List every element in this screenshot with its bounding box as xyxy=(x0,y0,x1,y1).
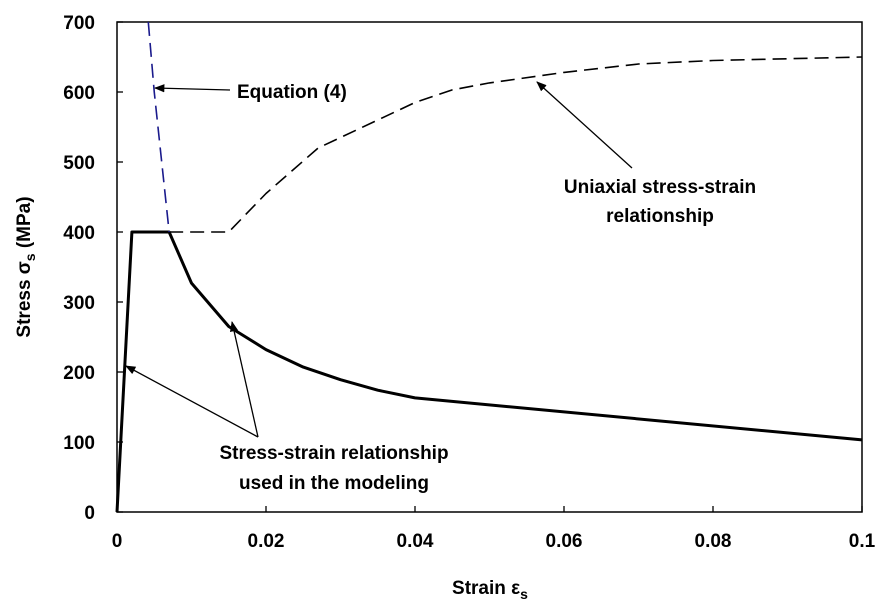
y-axis-label: Stress σs (MPa) xyxy=(14,196,38,337)
arrow xyxy=(153,84,231,93)
y-tick-label: 600 xyxy=(63,83,95,104)
x-tick-label: 0.08 xyxy=(695,531,732,552)
series-line xyxy=(115,230,863,513)
y-tick-label: 500 xyxy=(63,153,95,174)
annotation: Equation (4) xyxy=(237,82,347,103)
arrow xyxy=(230,320,259,438)
marks xyxy=(115,21,863,513)
annotation: Stress-strain relationship xyxy=(219,443,448,464)
y-tick-label: 700 xyxy=(63,13,95,34)
y-axis-label-text: Stress σ xyxy=(14,261,35,337)
x-axis-label: Strain εs xyxy=(452,578,528,602)
x-tick-label: 0.02 xyxy=(248,531,285,552)
x-axis-label-text: Strain ε xyxy=(452,578,520,599)
plot-frame xyxy=(116,21,863,513)
x-axis-label-sub: s xyxy=(520,586,528,602)
x-tick-label: 0.06 xyxy=(546,531,583,552)
y-tick-label: 400 xyxy=(63,223,95,244)
x-tick-label: 0.04 xyxy=(397,531,434,552)
series-line xyxy=(169,56,863,233)
y-tick-label: 0 xyxy=(84,503,95,524)
y-tick-label: 200 xyxy=(63,363,95,384)
y-tick-label: 100 xyxy=(63,433,95,454)
annotation: relationship xyxy=(606,206,714,227)
arrow xyxy=(536,81,633,169)
y-tick-label: 300 xyxy=(63,293,95,314)
series-line xyxy=(147,21,170,233)
arrow xyxy=(125,365,259,438)
y-axis-label-unit: (MPa) xyxy=(14,196,35,253)
annotation: used in the modeling xyxy=(239,473,429,494)
y-axis-label-sub: s xyxy=(22,253,38,261)
annotation: Uniaxial stress-strain xyxy=(564,177,756,198)
x-tick-label: 0.1 xyxy=(849,531,876,552)
x-tick-label: 0 xyxy=(112,531,123,552)
